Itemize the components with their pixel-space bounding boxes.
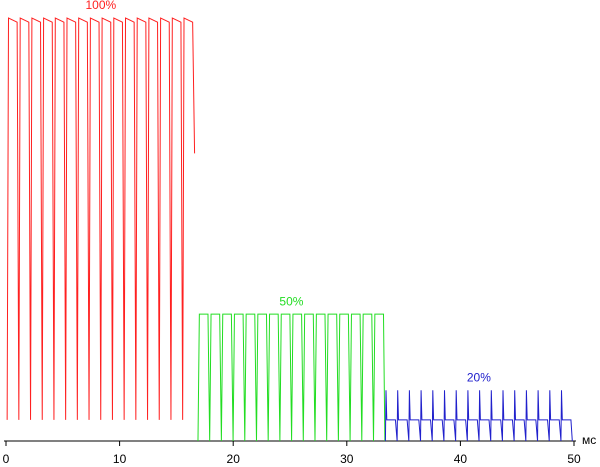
level-label: 100% (86, 0, 117, 12)
signal-line (6, 17, 196, 420)
x-axis-label: мс (582, 433, 596, 447)
x-tick-label: 30 (340, 452, 354, 466)
x-tick-label: 20 (227, 452, 241, 466)
level-label: 20% (467, 370, 491, 384)
x-tick-label: 10 (113, 452, 127, 466)
x-tick-label: 0 (3, 452, 10, 466)
x-tick-label: 50 (567, 452, 581, 466)
signal-line (384, 390, 573, 442)
signal-line (197, 313, 386, 442)
level-label: 50% (279, 294, 303, 308)
x-tick-label: 40 (454, 452, 468, 466)
